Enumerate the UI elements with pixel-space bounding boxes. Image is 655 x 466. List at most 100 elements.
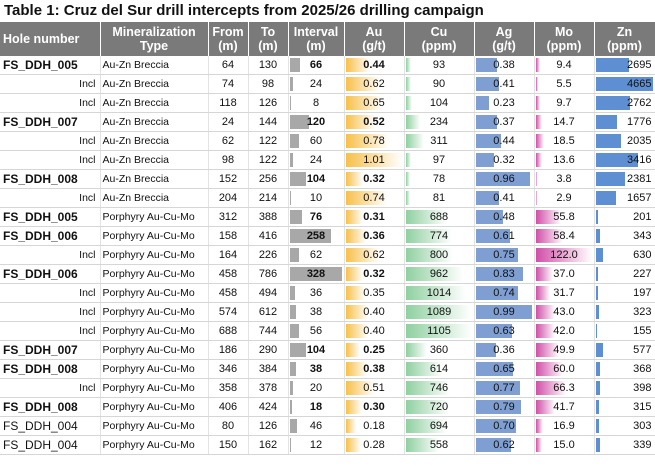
- cu-value: 234: [429, 116, 449, 129]
- interval-value: 24: [309, 154, 323, 167]
- ag-value: 0.48: [493, 211, 515, 224]
- cell-zn: 2762: [594, 93, 655, 114]
- table-row: FS_DDH_004 Porphyry Au-Cu-Mo 80 126 46 0.18 69…: [0, 416, 655, 437]
- au-data-bar: [345, 96, 382, 111]
- au-value: 0.31: [363, 211, 385, 224]
- cell-from: 150: [208, 435, 249, 456]
- cu-data-bar: [405, 172, 411, 187]
- cell-to: 290: [248, 340, 289, 361]
- cell-hole-number: Incl: [0, 283, 101, 304]
- cell-ag: 0.48: [474, 207, 535, 228]
- zn-value: 227: [633, 268, 652, 281]
- cell-ag: 0.61: [474, 226, 535, 247]
- au-value: 1.01: [363, 154, 385, 167]
- cell-mineralization-type: Au-Zn Breccia: [100, 74, 209, 95]
- cu-data-bar: [405, 286, 467, 301]
- au-value: 0.36: [363, 230, 385, 243]
- cell-au: 0.62: [344, 245, 405, 266]
- au-data-bar: [345, 115, 375, 130]
- ag-data-bar: [475, 343, 497, 358]
- interval-value: 66: [309, 59, 323, 72]
- zn-data-bar: [595, 267, 599, 282]
- cell-mo: 5.5: [534, 74, 595, 95]
- cell-cu: 694: [404, 416, 475, 437]
- cell-zn: 2695: [594, 56, 655, 76]
- au-data-bar: [345, 419, 356, 434]
- au-data-bar: [345, 248, 381, 263]
- ag-data-bar: [475, 286, 518, 301]
- table-row: FS_DDH_005 Porphyry Au-Cu-Mo 312 388 76 0.31 6…: [0, 207, 655, 228]
- ag-value: 0.37: [493, 116, 515, 129]
- cell-ag: 0.32: [474, 150, 535, 171]
- ag-value: 0.83: [493, 268, 515, 281]
- interval-data-bar: [289, 229, 332, 244]
- mo-data-bar: [535, 362, 564, 377]
- cu-data-bar: [405, 96, 412, 111]
- cell-mineralization-type: Porphyry Au-Cu-Mo: [100, 226, 209, 247]
- header-interval: Interval (m): [288, 22, 345, 56]
- cell-interval: 120: [288, 112, 345, 133]
- ag-value: 0.75: [493, 249, 515, 262]
- cell-au: 0.51: [344, 378, 405, 399]
- zn-data-bar: [595, 96, 630, 111]
- au-value: 0.32: [363, 173, 385, 186]
- mo-value: 66.3: [553, 382, 575, 395]
- ag-value: 0.36: [493, 344, 515, 357]
- interval-value: 38: [309, 306, 323, 319]
- cell-from: 62: [208, 131, 249, 152]
- ag-value: 0.32: [493, 154, 515, 167]
- ag-value: 0.44: [493, 135, 515, 148]
- cell-mineralization-type: Porphyry Au-Cu-Mo: [100, 397, 209, 418]
- cell-mo: 55.8: [534, 207, 595, 228]
- header-mineralization-type: Mineralization Type: [100, 22, 209, 56]
- cu-value: 360: [429, 344, 449, 357]
- table-row: Incl Porphyry Au-Cu-Mo 458 494 36 0.35 1014 0.7…: [0, 283, 655, 304]
- interval-data-bar: [289, 134, 300, 149]
- cell-cu: 93: [404, 56, 475, 76]
- interval-data-bar: [289, 115, 309, 130]
- mo-value: 16.9: [553, 420, 575, 433]
- cell-hole-number: FS_DDH_005: [0, 56, 101, 76]
- mo-value: 49.9: [553, 344, 575, 357]
- mo-data-bar: [535, 191, 537, 206]
- cell-to: 384: [248, 359, 289, 380]
- cell-au: 0.44: [344, 56, 405, 76]
- cu-value: 688: [429, 211, 449, 224]
- cell-mineralization-type: Porphyry Au-Cu-Mo: [100, 321, 209, 342]
- cell-hole-number: FS_DDH_005: [0, 207, 101, 228]
- cell-hole-number: Incl: [0, 74, 101, 95]
- zn-data-bar: [595, 153, 638, 168]
- zn-data-bar: [595, 400, 600, 415]
- zn-value: 2381: [627, 173, 652, 186]
- cell-mo: 41.7: [534, 397, 595, 418]
- cu-value: 694: [429, 420, 449, 433]
- cu-value: 962: [429, 268, 449, 281]
- mo-value: 9.4: [556, 59, 572, 72]
- cell-interval: 36: [288, 283, 345, 304]
- table-row: FS_DDH_006 Porphyry Au-Cu-Mo 458 786 328 0.32…: [0, 264, 655, 285]
- interval-data-bar: [289, 210, 302, 225]
- mo-data-bar: [535, 153, 542, 168]
- cell-interval: 24: [288, 150, 345, 171]
- zn-value: 368: [633, 363, 652, 376]
- au-value: 0.40: [363, 306, 385, 319]
- cell-mineralization-type: Au-Zn Breccia: [100, 112, 209, 133]
- cell-to: 162: [248, 435, 289, 456]
- interval-data-bar: [289, 172, 307, 187]
- header-au: Au (g/t): [344, 22, 405, 56]
- mo-value: 13.6: [553, 154, 575, 167]
- table-row: Incl Porphyry Au-Cu-Mo 164 226 62 0.62 800 0.75…: [0, 245, 655, 266]
- cell-hole-number: FS_DDH_004: [0, 435, 101, 456]
- mo-value: 15.0: [553, 439, 575, 452]
- mo-value: 42.0: [553, 325, 575, 338]
- cu-value: 614: [429, 363, 449, 376]
- interval-data-bar: [289, 286, 296, 301]
- cell-from: 164: [208, 245, 249, 266]
- cell-to: 416: [248, 226, 289, 247]
- cu-value: 720: [429, 401, 449, 414]
- cell-from: 74: [208, 74, 249, 95]
- cell-zn: 303: [594, 416, 655, 437]
- au-value: 0.25: [363, 344, 385, 357]
- cell-mo: 31.7: [534, 283, 595, 304]
- mo-data-bar: [535, 381, 567, 396]
